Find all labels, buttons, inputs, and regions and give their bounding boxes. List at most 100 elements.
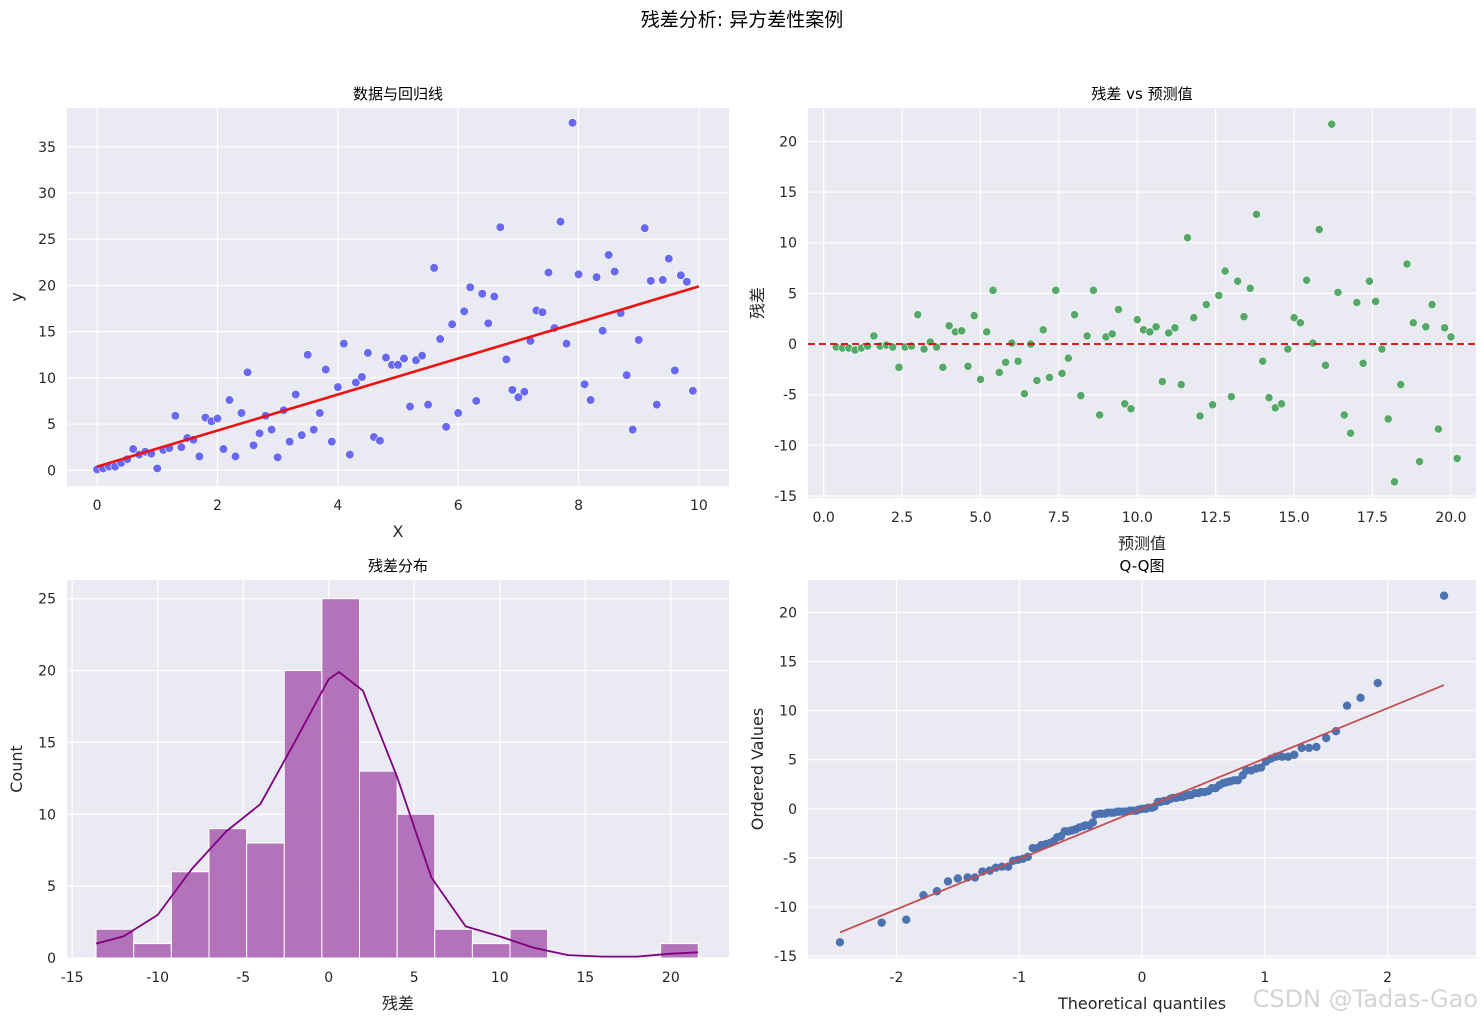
data-point bbox=[1126, 404, 1136, 414]
quantile-point bbox=[1312, 742, 1321, 752]
y-tick-label: 0 bbox=[47, 463, 56, 479]
y-tick-label: 20 bbox=[38, 664, 56, 680]
data-point bbox=[1076, 391, 1086, 401]
data-point bbox=[994, 367, 1004, 377]
x-tick-label: 12.5 bbox=[1200, 510, 1231, 526]
data-point bbox=[591, 272, 602, 282]
data-point bbox=[291, 389, 301, 400]
data-point bbox=[982, 327, 992, 337]
histogram-bar bbox=[396, 813, 436, 959]
data-point bbox=[327, 437, 337, 447]
data-point bbox=[932, 342, 941, 352]
histogram-bar bbox=[170, 871, 210, 959]
data-point bbox=[483, 318, 493, 328]
x-tick-label: 17.5 bbox=[1357, 510, 1388, 526]
histogram-bar bbox=[208, 828, 248, 959]
data-point bbox=[1045, 373, 1054, 382]
data-point bbox=[628, 425, 638, 435]
data-point bbox=[640, 223, 650, 233]
x-tick-label: 15 bbox=[576, 970, 594, 986]
data-point bbox=[1032, 376, 1042, 385]
y-tick-label: 15 bbox=[38, 735, 56, 751]
data-point bbox=[1183, 233, 1192, 243]
chart-panel-2: 0.0 2.5 5.0 7.5 10.0 12.5 15.0 17.5 20.0 -15 -10 -5… bbox=[748, 85, 1476, 553]
quantile-point bbox=[1297, 743, 1306, 753]
subplot-title: 数据与回归线 bbox=[353, 85, 443, 103]
data-point bbox=[1383, 414, 1393, 424]
data-point bbox=[333, 382, 343, 392]
data-point bbox=[543, 267, 554, 278]
quantile-point bbox=[1342, 701, 1352, 710]
data-point bbox=[501, 354, 511, 364]
x-axis-label: 预测值 bbox=[1118, 534, 1166, 553]
x-tick-label: 2.5 bbox=[891, 510, 913, 526]
quantile-point bbox=[943, 877, 953, 886]
data-point bbox=[1226, 392, 1236, 402]
data-point bbox=[1145, 327, 1155, 337]
data-point bbox=[447, 319, 457, 329]
quantile-point bbox=[1290, 750, 1299, 759]
data-point bbox=[423, 400, 433, 410]
y-axis-label: y bbox=[7, 292, 26, 301]
quantile-point bbox=[1373, 678, 1382, 688]
x-tick-label: 6 bbox=[454, 498, 463, 514]
data-point bbox=[1057, 369, 1067, 378]
data-point bbox=[1364, 276, 1374, 286]
data-point bbox=[128, 444, 138, 454]
data-point bbox=[1082, 331, 1092, 341]
y-tick-label: -10 bbox=[774, 438, 797, 454]
data-point bbox=[682, 277, 692, 287]
histogram-bar bbox=[660, 943, 699, 959]
data-point bbox=[598, 326, 608, 336]
data-point bbox=[1201, 300, 1211, 309]
data-point bbox=[976, 375, 985, 384]
y-axis-label: Ordered Values bbox=[748, 708, 767, 830]
x-tick-label: 0 bbox=[93, 498, 102, 514]
data-point bbox=[218, 444, 229, 454]
data-point bbox=[1427, 300, 1437, 309]
data-point bbox=[869, 331, 879, 341]
x-axis-label: X bbox=[393, 522, 404, 541]
data-point bbox=[236, 408, 247, 418]
data-point bbox=[1295, 318, 1305, 328]
x-tick-label: -5 bbox=[236, 970, 250, 986]
data-point bbox=[1214, 291, 1224, 300]
data-point bbox=[1107, 329, 1117, 339]
histogram-bar bbox=[359, 770, 398, 959]
histogram-bar bbox=[471, 943, 511, 959]
quantile-point bbox=[877, 918, 886, 927]
data-point bbox=[1157, 377, 1167, 386]
data-point bbox=[963, 361, 973, 371]
y-tick-label: 5 bbox=[47, 417, 56, 433]
x-tick-label: 4 bbox=[333, 498, 342, 514]
histogram-bar bbox=[321, 598, 361, 959]
data-point bbox=[579, 379, 590, 389]
data-point bbox=[1252, 209, 1261, 219]
y-axis-label: Count bbox=[7, 745, 26, 793]
data-point bbox=[417, 351, 427, 361]
data-point bbox=[224, 395, 235, 405]
data-point bbox=[1051, 285, 1061, 295]
y-tick-label: 10 bbox=[779, 236, 797, 252]
data-point bbox=[519, 387, 529, 397]
y-tick-label: 15 bbox=[779, 185, 797, 201]
data-point bbox=[1176, 380, 1186, 389]
data-point bbox=[610, 266, 620, 277]
data-point bbox=[1396, 380, 1406, 389]
data-point bbox=[399, 353, 409, 364]
x-tick-label: 5 bbox=[410, 970, 419, 986]
data-point bbox=[170, 411, 180, 421]
data-point bbox=[381, 352, 391, 363]
data-point bbox=[1415, 457, 1424, 466]
data-point bbox=[507, 385, 517, 395]
data-point bbox=[345, 449, 355, 460]
x-tick-label: 0.0 bbox=[813, 510, 835, 526]
data-point bbox=[1314, 225, 1324, 234]
data-point bbox=[297, 430, 307, 440]
x-tick-label: 5.0 bbox=[969, 510, 991, 526]
x-tick-label: 7.5 bbox=[1048, 510, 1070, 526]
x-tick-label: 20 bbox=[662, 970, 680, 986]
data-point bbox=[555, 217, 566, 227]
data-point bbox=[1019, 389, 1029, 399]
quantile-point bbox=[1277, 752, 1287, 761]
